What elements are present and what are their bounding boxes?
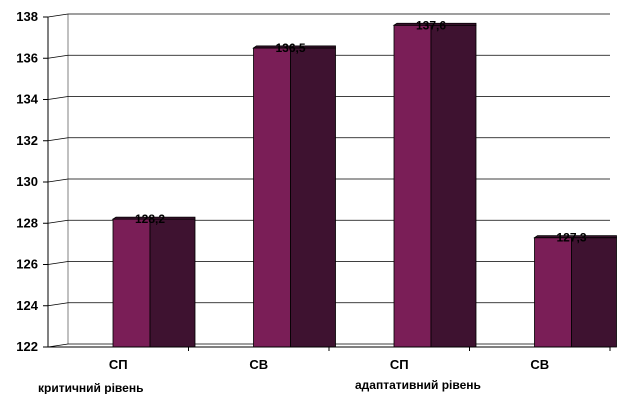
y-tick-label: 130: [16, 174, 38, 189]
x-tick-label: СП: [390, 357, 409, 372]
bar-top: [533, 235, 617, 239]
bars-layer: 128,2 136,5 137,6 127,3: [111, 18, 617, 348]
grid-layer: [47, 13, 610, 348]
bar-side: [149, 218, 196, 348]
bar-front: [112, 218, 151, 348]
data-label: 137,6: [416, 18, 446, 32]
data-label: 128,2: [135, 212, 165, 226]
x-tick-label: СП: [109, 357, 128, 372]
bar-side: [430, 24, 477, 348]
y-tick-label: 132: [16, 133, 38, 148]
y-tick-label: 124: [16, 298, 38, 313]
bar-front: [534, 237, 572, 348]
bar-top: [392, 22, 477, 26]
bar-side: [290, 47, 336, 348]
gridline: [47, 13, 610, 18]
bar-top: [252, 45, 336, 49]
group-label-critical: критичний рівень: [38, 381, 143, 394]
x-tick-label: СВ: [249, 357, 268, 372]
y-tick-label: 138: [16, 9, 38, 24]
bar-front: [393, 24, 432, 348]
data-label: 127,3: [556, 231, 586, 245]
y-axis: 122 124 126 128 130 132 134 136 138: [16, 9, 610, 354]
y-tick-label: 134: [16, 92, 38, 107]
y-tick-label: 126: [16, 257, 38, 272]
x-axis: СП СВ СП СВ критичний рівень адаптативний рів…: [38, 347, 611, 394]
data-label: 136,5: [275, 41, 305, 55]
bar-front: [253, 47, 291, 348]
x-tick-label: СВ: [530, 357, 549, 372]
group-label-adaptive: адаптативний рівень: [355, 378, 481, 392]
y-tick-label: 128: [16, 215, 38, 230]
bar-top: [111, 216, 196, 220]
y-tick-label: 136: [16, 50, 38, 65]
bar-side: [571, 237, 617, 348]
y-tick-label: 122: [16, 339, 38, 354]
